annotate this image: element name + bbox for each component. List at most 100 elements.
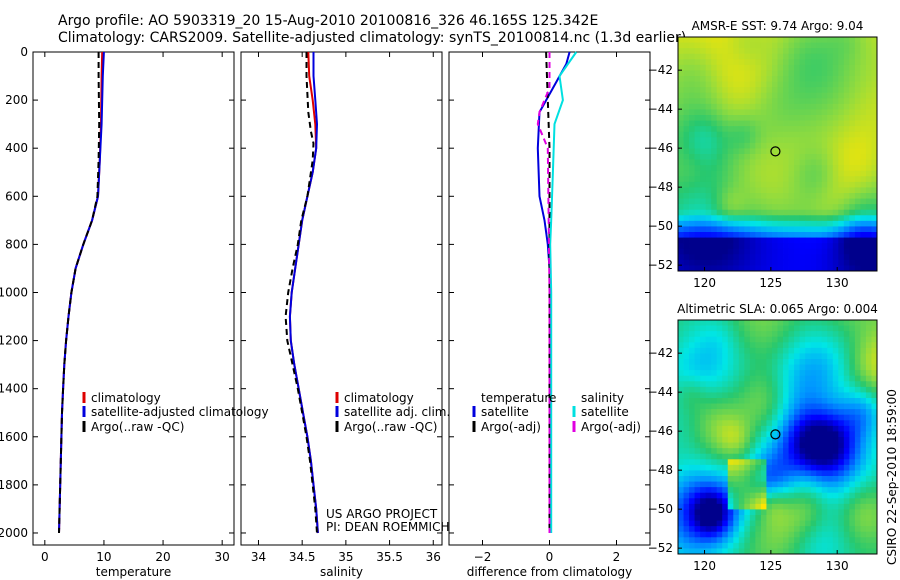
heatmap-cell [816, 542, 823, 549]
heatmap-cell [711, 509, 718, 516]
heatmap-cell [832, 243, 839, 250]
heatmap-cell [678, 476, 684, 482]
heatmap-cell [755, 459, 762, 466]
heatmap-cell [794, 386, 801, 393]
heatmap-cell [816, 437, 823, 443]
heatmap-cell [733, 487, 740, 494]
heatmap-cell [821, 398, 828, 404]
map-frame [677, 319, 878, 555]
heatmap-cell [854, 209, 861, 216]
heatmap-cell [727, 481, 734, 488]
heatmap-cell [733, 409, 740, 416]
heatmap-cell [832, 503, 839, 510]
heatmap-cell [733, 131, 740, 138]
heatmap-cell [711, 520, 718, 527]
heatmap-cell [749, 48, 756, 55]
heatmap-cell [860, 492, 867, 499]
heatmap-cell [749, 481, 756, 488]
heatmap-cell [865, 126, 872, 133]
heatmap-cell [843, 320, 850, 326]
heatmap-cell [799, 459, 806, 466]
heatmap-cell [744, 59, 751, 66]
heatmap-cell [755, 42, 762, 49]
heatmap-cell [678, 209, 684, 216]
heatmap-cell [860, 265, 867, 271]
heatmap-cell [760, 531, 767, 538]
heatmap-cell [816, 431, 823, 438]
heatmap-cell [805, 87, 812, 94]
heatmap-cell [783, 381, 789, 388]
heatmap-cell [777, 176, 784, 183]
heatmap-cell [843, 59, 850, 66]
heatmap-cell [711, 226, 718, 233]
heatmap-cell [821, 320, 828, 326]
heatmap-cell [711, 37, 718, 43]
heatmap-cell [821, 37, 828, 43]
heatmap-cell [771, 386, 778, 393]
heatmap-cell [838, 448, 845, 455]
heatmap-cell [771, 142, 778, 149]
heatmap-cell [838, 37, 845, 43]
heatmap-cell [711, 476, 718, 482]
heatmap-cell [816, 243, 823, 250]
heatmap-cell [860, 548, 867, 554]
heatmap-cell [766, 159, 773, 166]
heatmap-cell [760, 498, 767, 505]
heatmap-cell [738, 403, 745, 410]
heatmap-cell [860, 398, 867, 404]
heatmap-cell [749, 398, 756, 404]
heatmap-cell [827, 148, 834, 155]
heatmap-cell [716, 414, 723, 421]
heatmap-cell [838, 353, 845, 360]
heatmap-cell [716, 165, 723, 172]
heatmap-cell [749, 70, 756, 77]
heatmap-cell [827, 386, 834, 393]
heatmap-cell [678, 448, 684, 455]
heatmap-cell [783, 481, 789, 488]
heatmap-cell [865, 115, 872, 121]
heatmap-cell [821, 498, 828, 505]
heatmap-cell [860, 87, 867, 94]
heatmap-cell [843, 453, 850, 460]
heatmap-cell [733, 59, 740, 66]
heatmap-cell [744, 526, 751, 533]
heatmap-cell [843, 232, 850, 238]
heatmap-cell [865, 265, 872, 271]
heatmap-cell [711, 526, 718, 533]
heatmap-cell [705, 232, 712, 238]
heatmap-cell [722, 325, 729, 332]
heatmap-cell [711, 542, 718, 549]
heatmap-cell [722, 137, 729, 144]
heatmap-cell [805, 176, 812, 183]
heatmap-cell [843, 215, 850, 222]
heatmap-cell [777, 98, 784, 105]
heatmap-cell [838, 87, 845, 94]
heatmap-cell [799, 254, 806, 261]
heatmap-cell [755, 109, 762, 116]
heatmap-cell [700, 548, 707, 554]
heatmap-cell [821, 531, 828, 538]
heatmap-cell [865, 148, 872, 155]
heatmap-cell [766, 464, 773, 471]
heatmap-cell [733, 353, 740, 360]
heatmap-cell [854, 342, 861, 349]
heatmap-cell [738, 375, 745, 382]
x-tick-label: 30 [215, 550, 230, 564]
heatmap-cell [838, 459, 845, 466]
heatmap-cell [810, 542, 817, 549]
heatmap-cell [766, 181, 773, 188]
heatmap-cell [827, 470, 834, 477]
heatmap-cell [727, 548, 734, 554]
heatmap-cell [678, 59, 684, 66]
heatmap-cell [716, 103, 723, 110]
heatmap-cell [749, 42, 756, 49]
heatmap-cell [777, 215, 784, 222]
heatmap-cell [744, 336, 751, 343]
heatmap-cell [849, 425, 856, 432]
annotation-pi: PI: DEAN ROEMMICH [326, 520, 449, 534]
heatmap-cell [749, 370, 756, 377]
heatmap-cell [744, 381, 751, 388]
heatmap-cell [733, 48, 740, 55]
heatmap-cell [783, 109, 789, 116]
